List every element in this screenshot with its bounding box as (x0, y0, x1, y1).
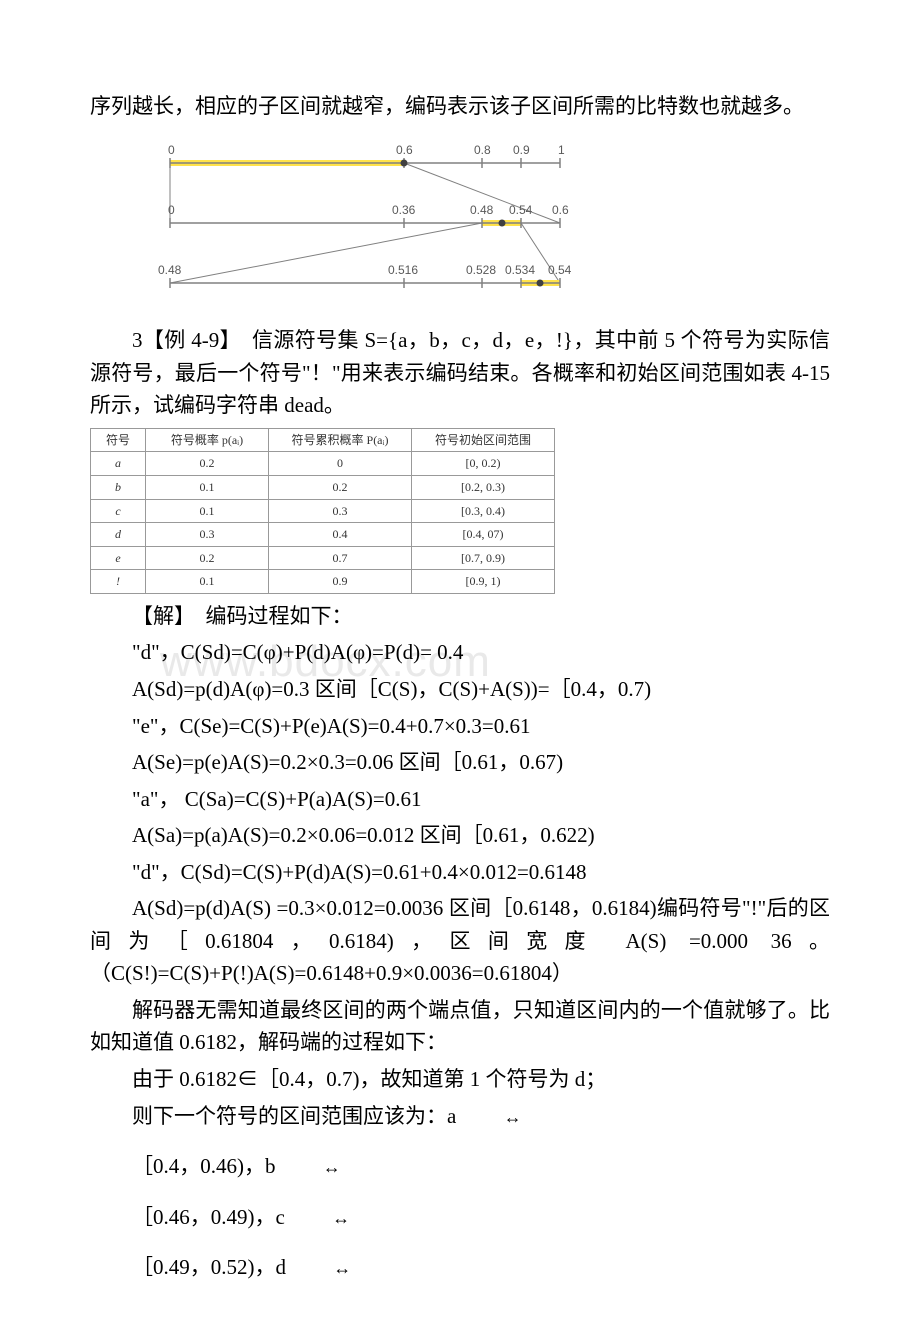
table-cell: [0.7, 0.9) (412, 546, 555, 570)
th-range: 符号初始区间范围 (412, 428, 555, 452)
svg-text:0.48: 0.48 (470, 203, 494, 217)
svg-text:0.54: 0.54 (548, 263, 572, 277)
solution-line: "d"，C(Sd)=C(S)+P(d)A(S)=0.61+0.4×0.012=0… (90, 856, 830, 889)
table-cell: 0.2 (146, 452, 269, 476)
interval-diagram: 0 0.6 0.8 0.9 1 0 0.36 0.48 0.54 0.6 0.48 0.516 0.52… (150, 133, 830, 313)
table-row: e0.20.7[0.7, 0.9) (91, 546, 555, 570)
solution-line: A(Sa)=p(a)A(S)=0.2×0.06=0.012 区间［0.61，0.… (90, 819, 830, 852)
table-cell: d (91, 523, 146, 547)
solution-line: "d"，C(Sd)=C(φ)+P(d)A(φ)=P(d)= 0.4 (90, 636, 830, 669)
table-cell: 0.7 (269, 546, 412, 570)
table-cell: 0.3 (146, 523, 269, 547)
svg-text:0.36: 0.36 (392, 203, 416, 217)
table-cell: [0.2, 0.3) (412, 475, 555, 499)
solution-line: ［0.4，0.46)，b ↔ (90, 1150, 830, 1183)
example-lead: 3【例 4-9】 信源符号集 S={a，b，c，d，e，!}，其中前 5 个符号… (90, 324, 830, 422)
table-row: d0.30.4[0.4, 07) (91, 523, 555, 547)
th-probability: 符号概率 p(aᵢ) (146, 428, 269, 452)
table-cell: 0.4 (269, 523, 412, 547)
svg-text:0.8: 0.8 (474, 143, 491, 157)
table-row: b0.10.2[0.2, 0.3) (91, 475, 555, 499)
solution-line: 由于 0.6182∈［0.4，0.7)，故知道第 1 个符号为 d； (90, 1063, 830, 1096)
text: ［0.4，0.46)，b (132, 1154, 281, 1178)
bidirectional-arrow-icon: ↔ (281, 1154, 339, 1182)
solution-line: "a"， C(Sa)=C(S)+P(a)A(S)=0.61 (90, 783, 830, 816)
table-cell: [0.9, 1) (412, 570, 555, 594)
table-cell: 0.3 (269, 499, 412, 523)
table-cell: b (91, 475, 146, 499)
intro-paragraph: 序列越长，相应的子区间就越窄，编码表示该子区间所需的比特数也就越多。 (90, 90, 830, 123)
probability-table: 符号 符号概率 p(aᵢ) 符号累积概率 P(aᵢ) 符号初始区间范围 a0.2… (90, 428, 830, 594)
table-cell: 0.2 (269, 475, 412, 499)
svg-text:1: 1 (558, 143, 565, 157)
text: ［0.46，0.49)，c (132, 1205, 290, 1229)
text: 则下一个符号的区间范围应该为：a (132, 1104, 462, 1128)
svg-text:0.516: 0.516 (388, 263, 418, 277)
svg-text:0.534: 0.534 (505, 263, 535, 277)
bidirectional-arrow-icon: ↔ (290, 1205, 348, 1233)
svg-text:0.9: 0.9 (513, 143, 530, 157)
table-cell: [0, 0.2) (412, 452, 555, 476)
svg-text:0.54: 0.54 (509, 203, 533, 217)
solution-line: 则下一个符号的区间范围应该为：a ↔ (90, 1100, 830, 1133)
svg-text:0.528: 0.528 (466, 263, 496, 277)
table-cell: e (91, 546, 146, 570)
solution-line: A(Sd)=p(d)A(S) =0.3×0.012=0.0036 区间［0.61… (90, 892, 830, 990)
table-cell: 0 (269, 452, 412, 476)
th-symbol: 符号 (91, 428, 146, 452)
svg-text:0: 0 (168, 143, 175, 157)
solution-line: A(Sd)=p(d)A(φ)=0.3 区间［C(S)，C(S)+A(S))=［0… (90, 673, 830, 706)
svg-text:0.48: 0.48 (158, 263, 182, 277)
table-cell: 0.9 (269, 570, 412, 594)
table-cell: 0.2 (146, 546, 269, 570)
table-cell: a (91, 452, 146, 476)
solution-line: 解码器无需知道最终区间的两个端点值，只知道区间内的一个值就够了。比如知道值 0.… (90, 994, 830, 1059)
solution-heading: 【解】 编码过程如下： (90, 600, 830, 633)
svg-text:0.6: 0.6 (552, 203, 569, 217)
text: ［0.49，0.52)，d (132, 1255, 291, 1279)
solution-line: ［0.46，0.49)，c ↔ (90, 1201, 830, 1234)
table-cell: 0.1 (146, 570, 269, 594)
table-cell: [0.4, 07) (412, 523, 555, 547)
solution-line: ［0.49，0.52)，d ↔ (90, 1251, 830, 1284)
solution-line: "e"，C(Se)=C(S)+P(e)A(S)=0.4+0.7×0.3=0.61 (90, 710, 830, 743)
table-row: c0.10.3[0.3, 0.4) (91, 499, 555, 523)
table-cell: 0.1 (146, 475, 269, 499)
table-cell: ! (91, 570, 146, 594)
table-row: !0.10.9[0.9, 1) (91, 570, 555, 594)
solution-line: A(Se)=p(e)A(S)=0.2×0.3=0.06 区间［0.61，0.67… (90, 746, 830, 779)
svg-text:0: 0 (168, 203, 175, 217)
bidirectional-arrow-icon: ↔ (291, 1255, 349, 1283)
table-cell: [0.3, 0.4) (412, 499, 555, 523)
th-cumulative: 符号累积概率 P(aᵢ) (269, 428, 412, 452)
table-row: a0.20[0, 0.2) (91, 452, 555, 476)
bidirectional-arrow-icon: ↔ (462, 1104, 520, 1132)
svg-text:0.6: 0.6 (396, 143, 413, 157)
table-cell: 0.1 (146, 499, 269, 523)
table-cell: c (91, 499, 146, 523)
